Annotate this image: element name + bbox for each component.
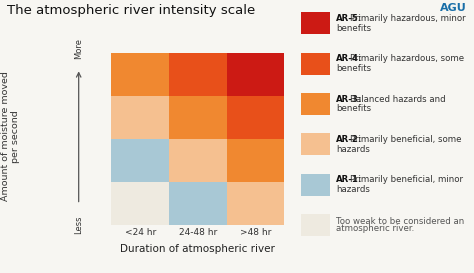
Bar [111, 182, 169, 225]
Bar [169, 139, 227, 182]
Text: benefits: benefits [336, 24, 371, 32]
X-axis label: Duration of atmospheric river: Duration of atmospheric river [120, 244, 275, 254]
Bar [169, 53, 227, 96]
Text: Primarily hazardous, some: Primarily hazardous, some [350, 54, 464, 63]
Bar [169, 182, 227, 225]
Text: The atmospheric river intensity scale: The atmospheric river intensity scale [7, 4, 255, 17]
Text: benefits: benefits [336, 105, 371, 113]
Bar [227, 96, 284, 139]
Text: AGU: AGU [440, 3, 467, 13]
Text: Primarily beneficial, minor: Primarily beneficial, minor [350, 176, 463, 184]
Bar [227, 182, 284, 225]
Bar [227, 139, 284, 182]
Bar [227, 53, 284, 96]
Text: AR-2:: AR-2: [336, 135, 363, 144]
Text: AR-1:: AR-1: [336, 176, 363, 184]
Bar [111, 96, 169, 139]
Bar [111, 139, 169, 182]
Text: Primarily hazardous, minor: Primarily hazardous, minor [350, 14, 465, 23]
Text: Too weak to be considered an: Too weak to be considered an [336, 217, 465, 226]
Text: Balanced hazards and: Balanced hazards and [350, 95, 446, 103]
Text: AR-4:: AR-4: [336, 54, 363, 63]
Text: AR-5:: AR-5: [336, 14, 362, 23]
Text: Primarily beneficial, some: Primarily beneficial, some [350, 135, 461, 144]
Bar [111, 53, 169, 96]
Text: benefits: benefits [336, 64, 371, 73]
Bar [169, 96, 227, 139]
Text: hazards: hazards [336, 185, 370, 194]
Text: More: More [74, 38, 83, 59]
Text: atmospheric river.: atmospheric river. [336, 224, 414, 233]
Text: Less: Less [74, 216, 83, 234]
Text: hazards: hazards [336, 145, 370, 154]
Text: Amount of moisture moved
per second: Amount of moisture moved per second [1, 72, 20, 201]
Text: AR-3:: AR-3: [336, 95, 363, 103]
